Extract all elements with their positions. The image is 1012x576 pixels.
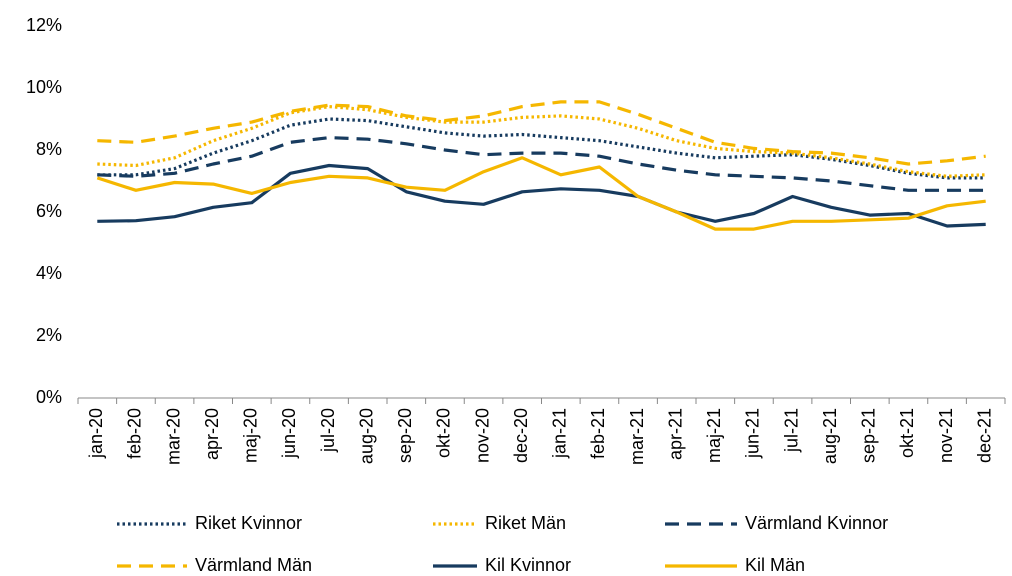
y-tick-label: 12% — [26, 15, 62, 35]
y-tick-label: 6% — [36, 201, 62, 221]
series-line — [97, 100, 986, 166]
x-tick-label: jun-20 — [279, 408, 299, 459]
series-line — [97, 163, 986, 228]
x-tick-label: apr-20 — [202, 408, 222, 460]
x-tick-label: sep-21 — [859, 408, 879, 463]
series-line — [96, 156, 986, 231]
x-tick-label: maj-20 — [241, 408, 261, 463]
series-line — [97, 136, 986, 192]
x-tick-label: aug-21 — [820, 408, 840, 464]
legend-label: Kil Män — [745, 555, 805, 575]
x-tick-label: feb-20 — [125, 408, 145, 459]
x-tick-label: okt-20 — [434, 408, 454, 458]
legend-label: Värmland Kvinnor — [745, 513, 888, 533]
x-tick-label: nov-21 — [936, 408, 956, 463]
y-tick-label: 2% — [36, 325, 62, 345]
series-line — [97, 104, 986, 178]
x-tick-label: jan-21 — [550, 408, 570, 459]
legend-label: Kil Kvinnor — [485, 555, 571, 575]
y-tick-label: 0% — [36, 387, 62, 407]
x-tick-label: jun-21 — [743, 408, 763, 459]
x-tick-label: okt-21 — [897, 408, 917, 458]
y-tick-label: 8% — [36, 139, 62, 159]
x-tick-label: feb-21 — [588, 408, 608, 459]
x-tick-label: jan-20 — [86, 408, 106, 459]
x-tick-label: mar-20 — [163, 408, 183, 465]
x-tick-label: nov-20 — [472, 408, 492, 463]
y-tick-label: 10% — [26, 77, 62, 97]
legend-label: Riket Män — [485, 513, 566, 533]
x-tick-label: jul-21 — [781, 408, 801, 453]
y-tick-label: 4% — [36, 263, 62, 283]
x-tick-label: aug-20 — [356, 408, 376, 464]
x-tick-label: sep-20 — [395, 408, 415, 463]
legend-label: Värmland Män — [195, 555, 312, 575]
x-tick-label: apr-21 — [665, 408, 685, 460]
x-tick-label: mar-21 — [627, 408, 647, 465]
x-tick-label: maj-21 — [704, 408, 724, 463]
series-line — [97, 117, 986, 180]
x-tick-label: dec-21 — [974, 408, 994, 463]
x-tick-label: jul-20 — [318, 408, 338, 453]
x-tick-label: dec-20 — [511, 408, 531, 463]
legend-label: Riket Kvinnor — [195, 513, 302, 533]
